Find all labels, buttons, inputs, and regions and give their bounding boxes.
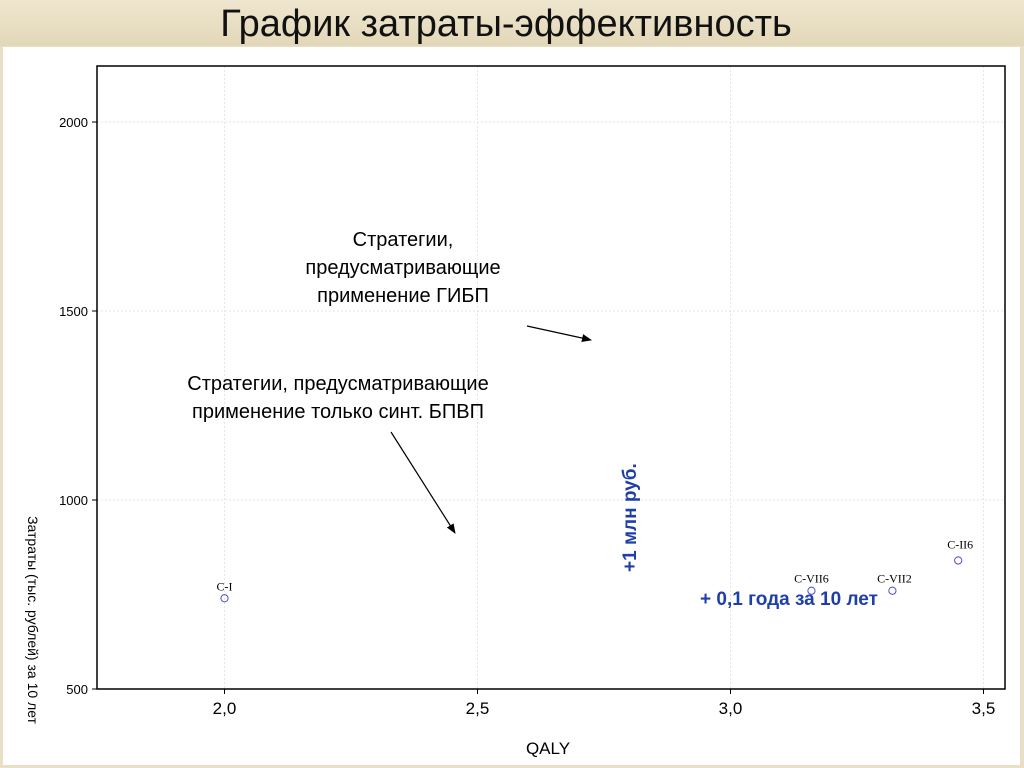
y-axis-label: Затраты (тыс. рублей) за 10 лет [25,516,41,724]
annotation-gibp-arrow [526,325,592,342]
x-tick-label: 2,0 [213,699,237,718]
annotation-gibp-line-3: применение ГИБП [317,285,489,307]
data-point-label: C-I [217,579,233,593]
delta-qaly-label: + 0,1 года за 10 лет [700,589,878,610]
x-tick-label: 2,5 [466,699,490,718]
annotation-synth-arrow [390,431,456,534]
data-point [888,586,897,595]
data-point [954,556,963,565]
grid-layer [97,66,1005,690]
annotation-gibp: Стратегии, предусматривающие применение … [305,229,592,342]
x-tick-label: 3,0 [719,699,743,718]
plot-card [3,47,1020,765]
page-title: График затраты-эффективность [220,3,792,45]
x-axis-label: QALY [526,739,570,758]
annotation-gibp-line-1: Стратегии, [353,229,454,251]
y-tick-label: 500 [66,682,88,697]
data-point-label: C-II6 [947,537,973,551]
plot-border [96,65,1006,690]
title-band [0,0,1024,46]
annotation-synth: Стратегии, предусматривающие применение … [187,373,489,534]
data-point [220,594,229,603]
data-point [807,586,816,595]
delta-cost-label: +1 млн руб. [620,463,641,572]
annotation-synth-line-1: Стратегии, предусматривающие [187,373,488,395]
annotation-gibp-line-2: предусматривающие [305,257,500,279]
data-point-label: C-VII6 [794,572,829,586]
annotation-synth-line-2: применение только синт. БПВП [192,401,484,423]
points-layer: C-IC-VII6C-VII2C-II6C-II2C-V6PTC-IV6PTC-… [217,537,973,603]
x-tick-label: 3,5 [972,699,996,718]
y-tick-label: 1000 [59,493,88,508]
y-tick-label: 2000 [59,115,88,130]
ticks-layer: 1,52,02,53,03,54,04,55,05001000150020002… [59,115,996,718]
y-tick-label: 1500 [59,304,88,319]
data-point-label: C-VII2 [877,572,912,586]
plot-frame [96,65,1006,690]
